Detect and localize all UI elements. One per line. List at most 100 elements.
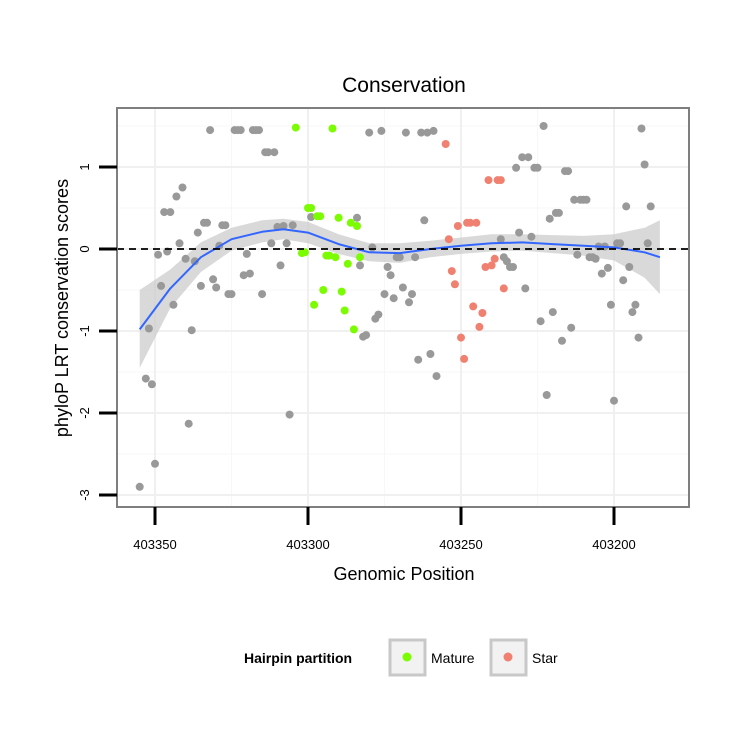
point-star [453, 222, 462, 230]
y-tick-label: -1 [77, 325, 92, 337]
legend-key-star [489, 638, 528, 677]
point-other [135, 482, 144, 491]
x-tick-label: 403300 [286, 537, 329, 552]
point-other [423, 128, 432, 137]
point-mature [310, 300, 319, 309]
point-other [570, 195, 579, 204]
y-tick-label: 0 [77, 245, 92, 252]
point-other [408, 290, 416, 299]
point-other [169, 300, 178, 309]
y-tick-label: 1 [77, 163, 92, 170]
x-tick-label: 403200 [592, 537, 635, 552]
y-axis: -3 -2 -1 0 1 [77, 163, 117, 501]
point-other [380, 290, 389, 299]
point-other [178, 183, 187, 192]
point-other [279, 222, 288, 230]
point-other [524, 153, 533, 162]
point-other [564, 167, 573, 176]
point-star [490, 254, 499, 263]
point-other [420, 216, 429, 225]
legend-marker-mature [402, 652, 412, 662]
point-other [221, 221, 230, 230]
points-layer [135, 122, 655, 491]
point-other [386, 271, 395, 280]
point-other [619, 276, 628, 285]
point-other [597, 269, 606, 278]
point-star [475, 322, 484, 331]
point-other [193, 228, 202, 237]
panel-border [116, 107, 690, 508]
point-other [631, 300, 640, 309]
legend-label-mature: Mature [431, 650, 475, 666]
point-star [441, 140, 450, 148]
y-axis-title: phyloP LRT conservation scores [52, 179, 72, 437]
point-mature [343, 259, 352, 268]
point-other [610, 396, 618, 405]
point-other [258, 290, 267, 299]
point-other [307, 213, 316, 221]
smooth-line-layer [116, 107, 690, 508]
point-mature [328, 124, 337, 133]
chart-title: Conservation [342, 74, 466, 97]
plot-panel [117, 108, 689, 507]
point-star [447, 267, 456, 276]
point-other [157, 281, 166, 290]
point-other [603, 263, 612, 272]
legend-marker-star [503, 652, 513, 662]
point-star [481, 263, 490, 271]
point-other [582, 195, 591, 204]
point-other [527, 232, 536, 241]
point-other [365, 128, 374, 137]
point-other [383, 263, 392, 271]
x-axis: 403350 403300 403250 403200 [133, 507, 636, 552]
y-tick-label: -3 [77, 489, 92, 501]
point-other [625, 263, 634, 271]
point-other [209, 275, 218, 284]
point-other [548, 308, 557, 317]
point-star [484, 176, 493, 185]
point-other [558, 336, 566, 345]
point-star [487, 261, 496, 270]
point-star [469, 302, 478, 311]
point-mature [337, 287, 346, 296]
point-mature [353, 222, 361, 230]
point-other [141, 374, 150, 383]
point-other [591, 254, 600, 263]
point-other [267, 239, 276, 248]
point-mature [316, 212, 325, 221]
point-other [166, 208, 175, 217]
point-other [184, 419, 193, 428]
point-other [270, 148, 279, 157]
point-other [144, 324, 153, 333]
point-star [457, 333, 465, 342]
point-mature [346, 218, 355, 227]
point-star [478, 309, 487, 317]
point-other [395, 253, 404, 262]
point-other [398, 283, 407, 292]
point-other [518, 153, 527, 162]
point-other [160, 208, 169, 217]
point-mature [325, 251, 334, 260]
legend-label-star: Star [532, 650, 558, 666]
point-other [542, 391, 551, 399]
point-other [285, 410, 294, 419]
point-other [634, 333, 643, 342]
point-other [242, 249, 251, 258]
legend: Hairpin partition Mature Star [244, 638, 558, 677]
point-other [206, 126, 215, 135]
point-other [637, 124, 646, 133]
legend-title: Hairpin partition [244, 650, 352, 666]
point-other [509, 263, 517, 271]
point-other [239, 271, 248, 280]
point-star [499, 284, 508, 293]
point-star [444, 235, 453, 244]
panel-background [117, 108, 689, 507]
point-other [536, 317, 545, 326]
x-axis-title: Genomic Position [333, 564, 474, 584]
point-star [496, 176, 505, 185]
point-other [573, 250, 582, 259]
point-other [368, 243, 377, 252]
point-other [187, 326, 196, 335]
point-other [245, 269, 254, 278]
point-other [616, 239, 625, 248]
